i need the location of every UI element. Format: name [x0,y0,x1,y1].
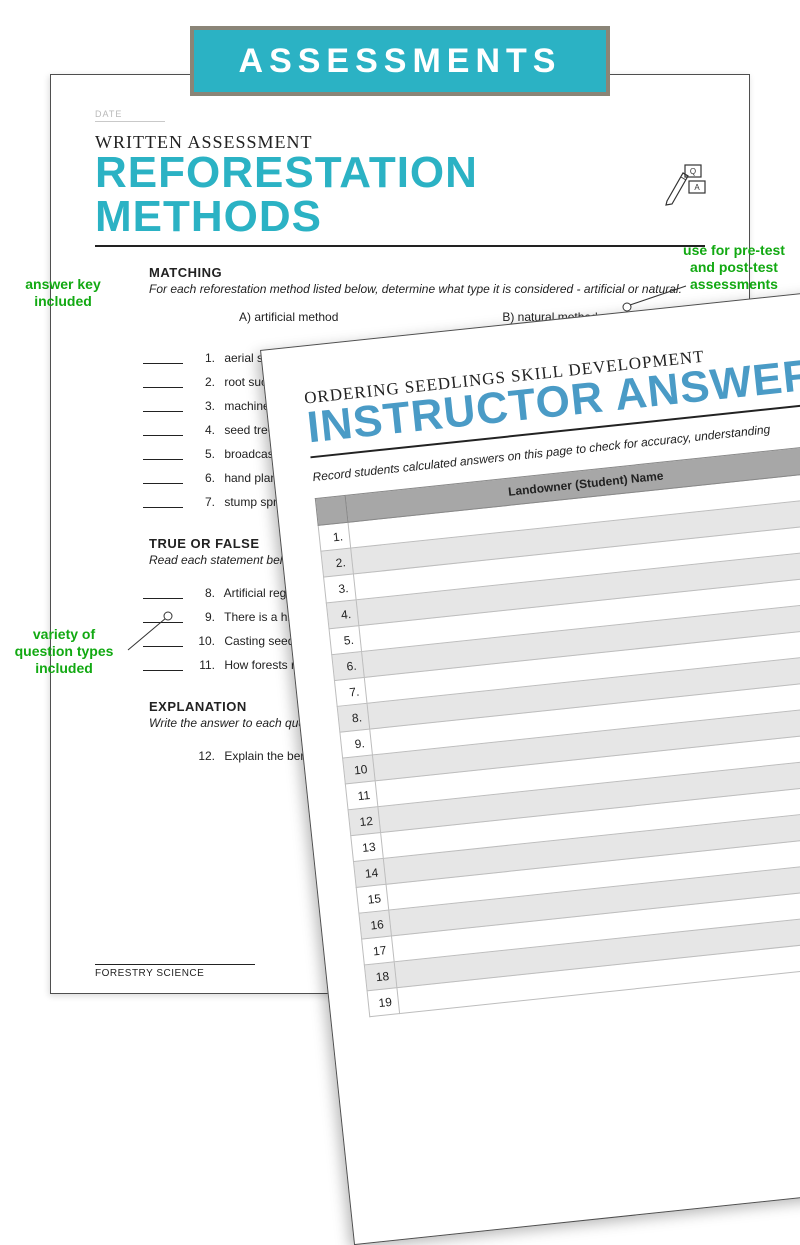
callout-pretest: use for pre-testand post-testassessments [668,242,800,292]
answer-table: Landowner (Student) Name Scenario # 1.2.… [315,431,800,1017]
page-instructor-answer: ORDERING SEEDLINGS SKILL DEVELOPMENT INS… [260,275,800,1245]
svg-text:Q: Q [690,167,696,176]
pencil-qa-icon: Q A [661,163,707,209]
callout-variety: variety ofquestion typesincluded [0,626,128,676]
section-instructions: For each reforestation method listed bel… [149,282,705,296]
svg-text:A: A [694,183,700,192]
option-a: A) artificial method [239,310,499,324]
page-title: REFORESTATION METHODS [95,151,705,247]
banner: ASSESSMENTS [190,26,610,96]
callout-answer-key: answer keyincluded [8,276,118,310]
date-label: DATE [95,109,165,122]
page-footer: FORESTRY SCIENCE [95,964,255,979]
section-heading: MATCHING [149,265,705,280]
